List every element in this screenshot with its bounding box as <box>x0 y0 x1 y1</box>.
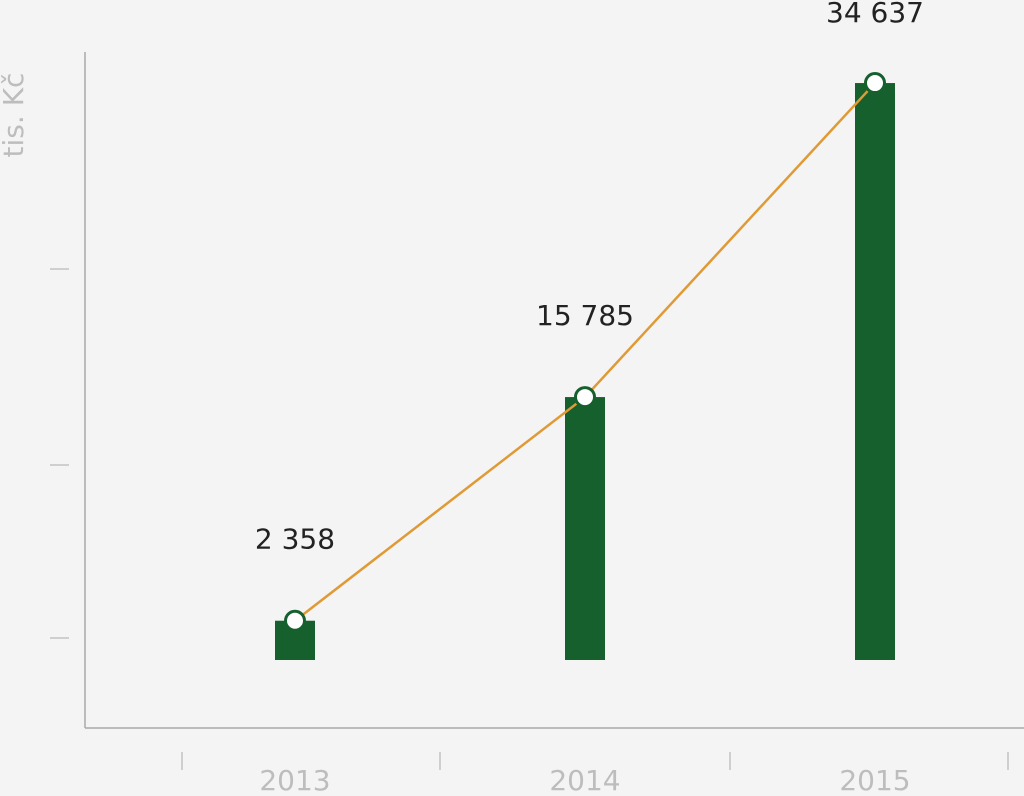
x-tick-label: 2013 <box>259 764 330 796</box>
bar <box>565 397 605 660</box>
y-axis-label: tis. Kč <box>0 73 30 158</box>
point <box>284 609 306 632</box>
value-label: 15 785 <box>536 299 634 332</box>
value-label: 2 358 <box>255 523 335 556</box>
x-tick-label: 2014 <box>549 764 620 796</box>
value-label: 34 637 <box>826 0 924 29</box>
point <box>864 72 886 95</box>
x-tick-label: 2015 <box>839 764 910 796</box>
point <box>574 386 596 409</box>
bar <box>855 83 895 661</box>
